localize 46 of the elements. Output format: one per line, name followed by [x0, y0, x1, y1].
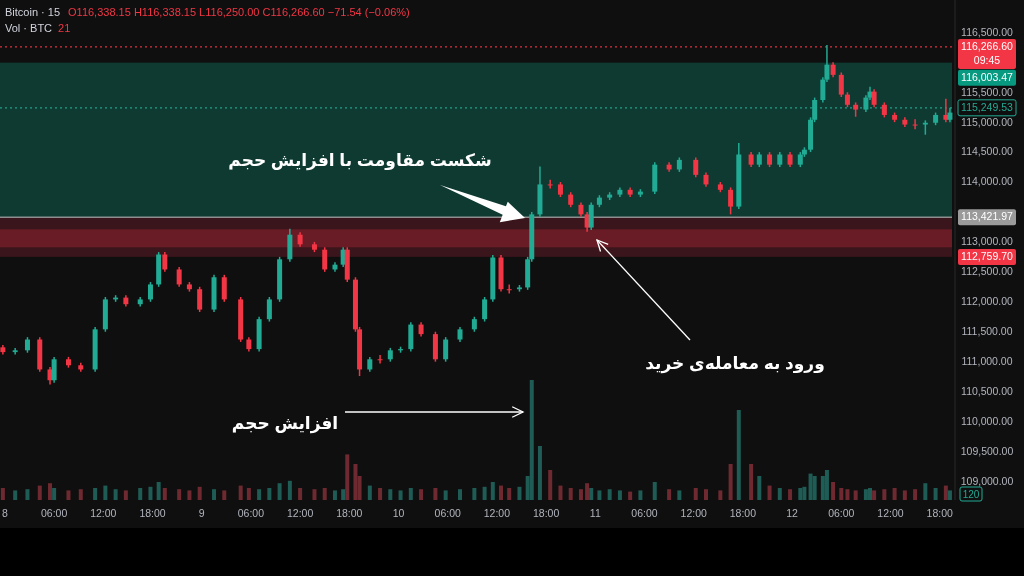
- y-tick-label: 111,500.00: [961, 325, 1013, 338]
- x-tick-label: 06:00: [237, 507, 265, 519]
- x-tick-label: 18:00: [729, 507, 757, 519]
- x-tick-label: 10: [392, 507, 405, 519]
- y-tick-label: 115,500.00: [961, 85, 1014, 98]
- y-tick-label: 115,000.00: [961, 115, 1014, 128]
- x-tick-label: 12:00: [680, 507, 707, 519]
- text: Bitcoin · 15: [5, 6, 61, 18]
- y-tick-label: 112,000.00: [961, 295, 1014, 308]
- y-tick-label: 114,000.00: [961, 175, 1014, 188]
- ref-line-label: 115,249.53: [961, 100, 1014, 113]
- y-tick-label: 116,500.00: [961, 25, 1014, 38]
- text: O116,338.15 H116,338.15 L116,250.00 C116,266.60 −71.54 (−0.06%): [68, 6, 410, 18]
- x-tick-label: 06:00: [828, 507, 855, 519]
- annotation: ورود به معامله‌ی خرید: [645, 354, 825, 375]
- ref-line-label: 116,266.60 09:45: [961, 39, 1014, 66]
- y-tick-label: 114,500.00: [961, 145, 1014, 158]
- x-tick-label: 18:00: [926, 507, 953, 519]
- x-tick-label: 06:00: [631, 507, 658, 519]
- y-tick-label: 109,500.00: [960, 444, 1014, 457]
- ref-line-label: 113,421.97: [961, 210, 1014, 223]
- band-label: 116,003.47: [961, 70, 1014, 83]
- x-tick-label: 8: [2, 507, 8, 519]
- x-tick-label: 18:00: [336, 507, 363, 519]
- x-tick-label: 12: [786, 507, 799, 519]
- chart-title: Vol · BTC 21: [5, 22, 71, 34]
- x-tick-label: 12:00: [286, 507, 314, 519]
- annotation: افزایش حجم: [231, 414, 339, 435]
- y-tick-label: 111,000.00: [961, 355, 1013, 368]
- x-tick-label: 18:00: [532, 507, 560, 519]
- x-tick-label: 12:00: [483, 507, 511, 519]
- y-tick-label: 113,000.00: [961, 235, 1014, 248]
- band-label: 112,759.70: [961, 249, 1014, 262]
- x-tick-label: 18:00: [139, 507, 166, 519]
- x-tick-label: 06:00: [434, 507, 462, 519]
- text: 120: [962, 488, 980, 500]
- x-tick-label: 9: [198, 507, 205, 519]
- y-tick-label: 110,500.00: [961, 385, 1014, 397]
- x-tick-label: 11: [589, 507, 601, 519]
- y-tick-label: 109,000.00: [960, 474, 1014, 487]
- x-tick-label: 12:00: [90, 507, 117, 519]
- x-tick-label: 12:00: [877, 507, 904, 519]
- y-tick-label: 110,000.00: [961, 414, 1014, 427]
- x-tick-label: 06:00: [40, 507, 68, 519]
- annotation: شکست مقاومت با افزایش حجم: [228, 151, 492, 172]
- y-tick-label: 112,500.00: [961, 265, 1014, 278]
